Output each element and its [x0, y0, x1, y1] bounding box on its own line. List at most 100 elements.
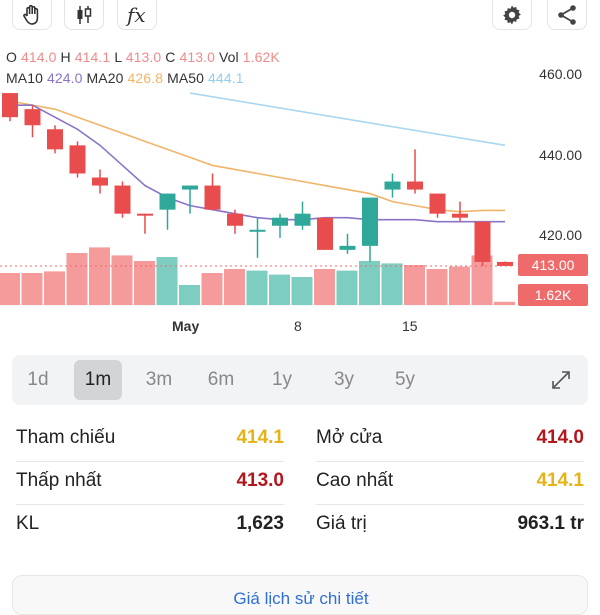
period-6m[interactable]: 6m	[207, 369, 235, 390]
price-chart[interactable]	[0, 0, 600, 340]
stat-low: Thấp nhất 413.0	[16, 470, 284, 492]
ma20-line	[9, 100, 505, 213]
close-label: C	[165, 49, 176, 65]
candle-body	[497, 261, 513, 266]
candle-body	[272, 217, 288, 226]
volume-stat-label: KL	[16, 513, 40, 534]
volume-bar	[314, 269, 335, 305]
high-stat-value: 414.1	[536, 470, 584, 491]
candle-body	[69, 145, 86, 174]
hand-drag-icon	[23, 4, 39, 25]
value-stat-value: 963.1 tr	[517, 513, 584, 534]
high-value: 414.1	[74, 49, 111, 65]
candle-body	[407, 181, 423, 190]
value-stat-label: Giá trị	[316, 513, 367, 534]
candle-body	[294, 213, 311, 226]
candle-body	[227, 213, 243, 226]
high-stat-label: Cao nhất	[316, 470, 394, 491]
ma-legend: MA10 424.0 MA20 426.8 MA50 444.1	[6, 70, 244, 86]
stat-value: Giá trị 963.1 tr	[316, 513, 584, 535]
candle-body	[384, 181, 401, 190]
volume-bar	[336, 270, 358, 305]
price-tag: 413.00	[518, 254, 588, 276]
x-tick-15: 15	[402, 318, 418, 334]
low-stat-label: Thấp nhất	[16, 470, 102, 491]
period-1d[interactable]: 1d	[27, 369, 49, 390]
candle-body	[452, 213, 468, 218]
low-value: 413.0	[125, 49, 162, 65]
volume-bar	[21, 273, 43, 305]
period-3m[interactable]: 3m	[145, 369, 173, 390]
open-stat-label: Mở cửa	[316, 427, 383, 448]
y-tick-420: 420.00	[539, 227, 582, 243]
volume-bar	[134, 261, 155, 305]
volume-bar	[156, 257, 178, 305]
stat-high: Cao nhất 414.1	[316, 470, 584, 492]
ma20-label: MA20	[86, 70, 124, 86]
function-fx-icon: fx	[125, 3, 146, 27]
y-tick-440: 440.00	[539, 147, 582, 163]
candle-body	[24, 109, 41, 126]
expand-icon[interactable]	[548, 367, 574, 393]
candlestick-icon	[77, 6, 92, 24]
volume-bar	[471, 255, 493, 305]
x-tick-may: May	[172, 318, 200, 334]
volume-bar	[201, 273, 223, 305]
divider	[316, 461, 584, 462]
stat-reference: Tham chiếu 414.1	[16, 427, 284, 449]
stat-volume: KL 1,623	[16, 513, 284, 535]
volume-bar	[224, 269, 245, 305]
volume-bar	[89, 247, 110, 305]
volume-bar	[359, 261, 380, 305]
volume-bar	[291, 277, 313, 305]
volume-bar	[494, 301, 515, 305]
divider	[16, 461, 284, 462]
reference-label: Tham chiếu	[16, 427, 116, 448]
volume-bar	[179, 285, 200, 305]
candle-body	[429, 193, 446, 214]
volume-stat-value: 1,623	[236, 513, 284, 534]
candlestick-button[interactable]	[64, 0, 104, 30]
volume-bar	[426, 269, 448, 305]
reference-value: 414.1	[236, 427, 284, 448]
ma50-label: MA50	[167, 70, 205, 86]
chart-toolbar: fx	[0, 0, 600, 40]
candle-body	[2, 93, 18, 118]
volume-bars	[0, 247, 515, 305]
candle-body	[474, 221, 491, 262]
period-5y[interactable]: 5y	[394, 369, 416, 390]
candle-body	[47, 129, 63, 150]
history-button-label: Giá lịch sử chi tiết	[233, 589, 369, 608]
close-value: 413.0	[179, 49, 215, 65]
period-1y[interactable]: 1y	[271, 369, 293, 390]
ohlc-legend: O 414.0 H 414.1 L 413.0 C 413.0 Vol 1.62…	[6, 49, 280, 65]
open-value: 414.0	[21, 49, 57, 65]
history-button[interactable]: Giá lịch sử chi tiết	[12, 575, 588, 615]
vol-label: Vol	[219, 49, 239, 65]
hand-drag-button[interactable]	[12, 0, 52, 30]
ma50-value: 444.1	[208, 70, 244, 86]
x-tick-8: 8	[294, 318, 302, 334]
open-stat-value: 414.0	[536, 427, 584, 448]
ma10-label: MA10	[6, 70, 43, 86]
share-button[interactable]	[547, 0, 587, 30]
volume-bar	[269, 274, 290, 305]
period-selector: 1d 1m 3m 6m 1y 3y 5y	[12, 355, 588, 405]
divider	[16, 504, 284, 505]
low-stat-value: 413.0	[236, 470, 284, 491]
period-3y[interactable]: 3y	[333, 369, 355, 390]
open-label: O	[6, 49, 17, 65]
ma10-value: 424.0	[46, 70, 83, 86]
function-fx-button[interactable]: fx	[117, 0, 157, 30]
high-label: H	[60, 49, 71, 65]
period-1m[interactable]: 1m	[74, 360, 122, 400]
volume-bar	[0, 273, 20, 305]
candle-body	[317, 217, 333, 250]
stat-open: Mở cửa 414.0	[316, 427, 584, 449]
vol-value: 1.62K	[242, 49, 280, 65]
candle-body	[362, 197, 378, 246]
candle-body	[137, 213, 153, 216]
volume-bar	[381, 263, 403, 305]
settings-button[interactable]	[492, 0, 532, 30]
candle-body	[114, 185, 131, 214]
